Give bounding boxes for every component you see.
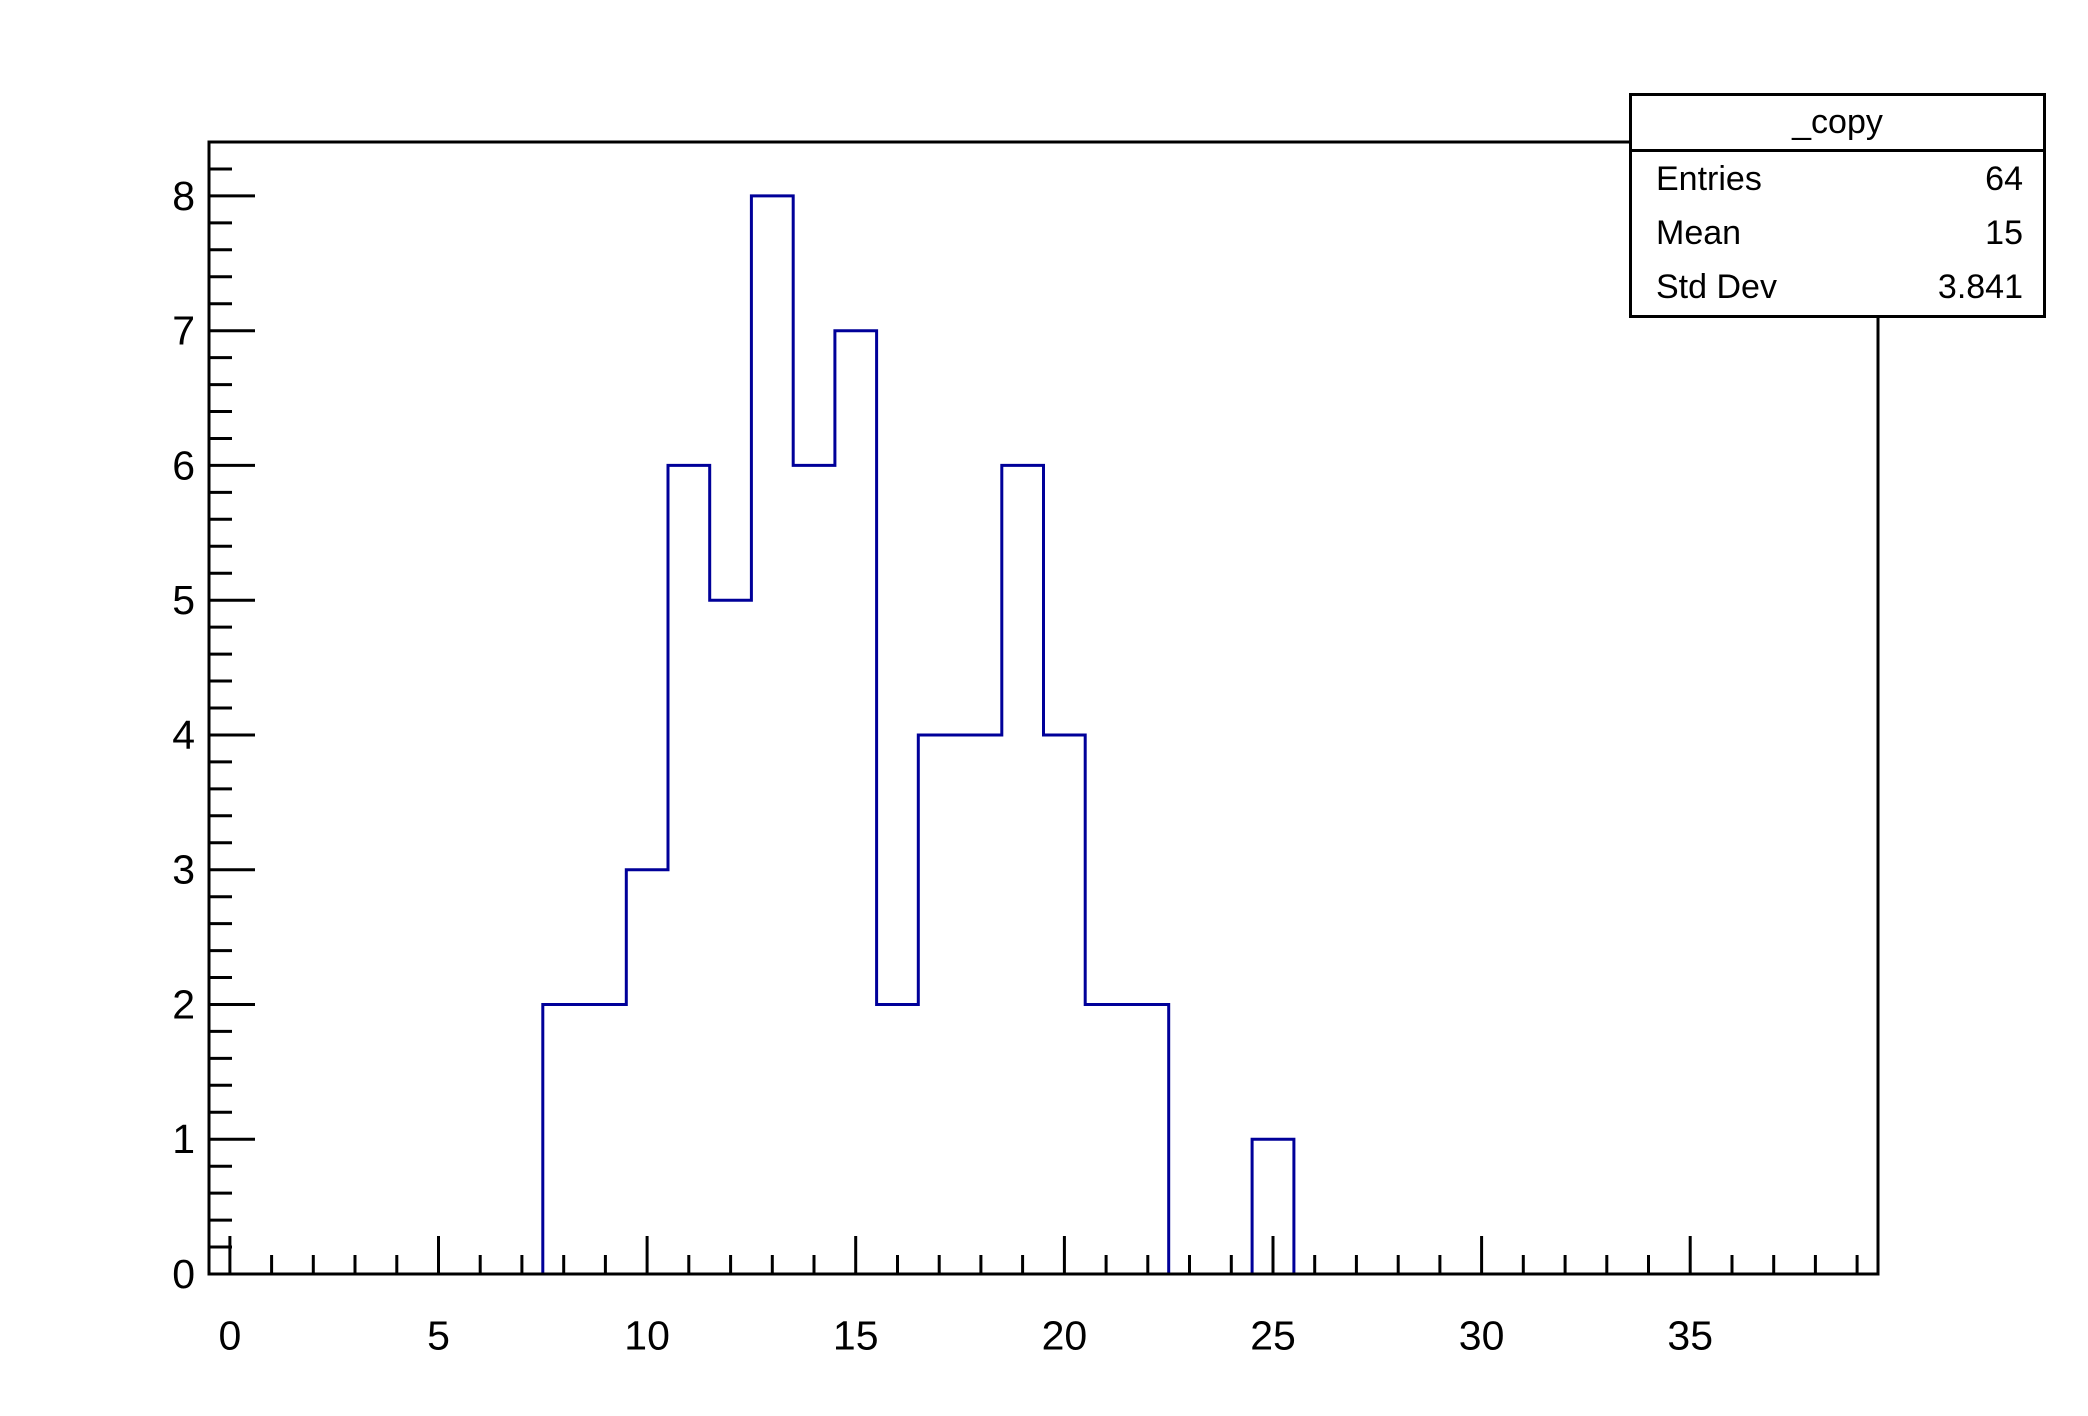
y-axis-label: 7 xyxy=(172,308,195,354)
stats-label-mean: Mean xyxy=(1656,213,1742,252)
stats-label-stddev: Std Dev xyxy=(1656,268,1777,307)
stats-title: _copy xyxy=(1632,96,2043,152)
y-axis-label: 1 xyxy=(172,1116,195,1162)
stats-rows: Entries 64 Mean 15 Std Dev 3.841 xyxy=(1632,152,2043,315)
stats-row-mean: Mean 15 xyxy=(1656,214,2023,253)
y-axis-label: 4 xyxy=(172,712,195,758)
stats-box: _copy Entries 64 Mean 15 Std Dev 3.841 xyxy=(1629,93,2046,318)
stats-row-stddev: Std Dev 3.841 xyxy=(1656,268,2023,307)
x-axis-label: 5 xyxy=(427,1313,450,1359)
y-axis-label: 8 xyxy=(172,173,195,219)
stats-row-entries: Entries 64 xyxy=(1656,160,2023,199)
stats-value-stddev: 3.841 xyxy=(1937,268,2023,307)
x-axis-label: 30 xyxy=(1459,1313,1505,1359)
y-axis-label: 3 xyxy=(172,847,195,893)
y-axis-label: 0 xyxy=(172,1251,195,1297)
x-axis-label: 35 xyxy=(1667,1313,1713,1359)
x-axis-label: 15 xyxy=(833,1313,879,1359)
histogram-line xyxy=(209,194,1878,1276)
y-axis-label: 2 xyxy=(172,982,195,1028)
x-axis-label: 25 xyxy=(1250,1313,1296,1359)
stats-label-entries: Entries xyxy=(1656,159,1762,198)
stats-value-entries: 64 xyxy=(1985,159,2023,198)
y-axis-label: 6 xyxy=(172,442,195,488)
x-axis-label: 10 xyxy=(624,1313,670,1359)
y-axis-label: 5 xyxy=(172,577,195,623)
stats-value-mean: 15 xyxy=(1985,213,2023,252)
x-axis-label: 20 xyxy=(1042,1313,1088,1359)
x-axis-label: 0 xyxy=(218,1313,241,1359)
